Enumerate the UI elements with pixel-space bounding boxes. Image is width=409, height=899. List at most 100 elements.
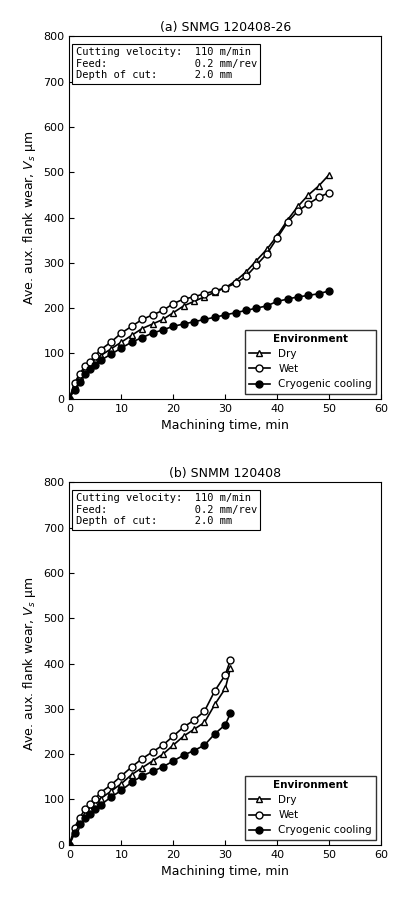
Wet (83, 804, 88, 814)
Cryogenic cooling (88, 364, 92, 375)
Dry (77, 815, 82, 826)
Cryogenic cooling (129, 777, 134, 788)
Wet (67, 840, 72, 850)
Dry (93, 797, 98, 808)
Legend: Dry, Wet, Cryogenic cooling: Dry, Wet, Cryogenic cooling (245, 330, 376, 394)
Cryogenic cooling (275, 296, 280, 307)
Dry (212, 699, 217, 709)
Dry (150, 755, 155, 766)
Dry (88, 360, 92, 370)
Dry (181, 731, 186, 742)
Wet (192, 291, 197, 302)
Wet (119, 327, 124, 338)
Cryogenic cooling (93, 360, 98, 370)
Dry (285, 215, 290, 226)
Wet (83, 360, 88, 371)
Dry (223, 683, 228, 694)
Dry (223, 282, 228, 293)
Cryogenic cooling (202, 740, 207, 751)
Cryogenic cooling (108, 349, 113, 360)
Wet (316, 191, 321, 202)
Cryogenic cooling (181, 318, 186, 329)
Wet (296, 205, 301, 216)
Dry (212, 287, 217, 298)
Wet (93, 351, 98, 361)
Cryogenic cooling (202, 314, 207, 325)
X-axis label: Machining time, min: Machining time, min (161, 419, 289, 432)
Line: Cryogenic cooling: Cryogenic cooling (66, 288, 333, 402)
Line: Dry: Dry (66, 664, 234, 849)
Wet (67, 394, 72, 405)
Dry (98, 351, 103, 361)
Cryogenic cooling (67, 394, 72, 405)
Wet (77, 369, 82, 379)
Cryogenic cooling (119, 343, 124, 353)
Cryogenic cooling (212, 728, 217, 739)
Cryogenic cooling (171, 321, 176, 332)
Wet (129, 761, 134, 772)
Cryogenic cooling (98, 355, 103, 366)
Dry (202, 717, 207, 728)
Cryogenic cooling (233, 307, 238, 318)
Wet (139, 753, 144, 764)
Dry (119, 337, 124, 348)
Cryogenic cooling (171, 755, 176, 766)
Wet (228, 654, 233, 665)
Cryogenic cooling (139, 333, 144, 343)
Wet (306, 199, 311, 209)
Y-axis label: Ave. aux. flank wear, $V_s$ μm: Ave. aux. flank wear, $V_s$ μm (21, 130, 38, 305)
Cryogenic cooling (139, 770, 144, 781)
Cryogenic cooling (67, 840, 72, 850)
Line: Wet: Wet (66, 189, 333, 402)
Cryogenic cooling (327, 286, 332, 297)
Dry (160, 314, 165, 325)
Legend: Dry, Wet, Cryogenic cooling: Dry, Wet, Cryogenic cooling (245, 776, 376, 840)
Cryogenic cooling (88, 808, 92, 819)
Dry (160, 749, 165, 760)
Dry (275, 230, 280, 241)
Title: (b) SNMM 120408: (b) SNMM 120408 (169, 467, 281, 480)
Cryogenic cooling (150, 766, 155, 777)
Cryogenic cooling (244, 305, 249, 316)
Wet (72, 823, 77, 833)
Dry (83, 364, 88, 375)
Wet (244, 271, 249, 281)
Dry (233, 276, 238, 287)
Wet (202, 706, 207, 717)
Wet (181, 294, 186, 305)
Wet (93, 793, 98, 804)
Wet (108, 779, 113, 790)
X-axis label: Machining time, min: Machining time, min (161, 865, 289, 878)
Cryogenic cooling (119, 785, 124, 796)
Text: Cutting velocity:  110 m/min
Feed:              0.2 mm/rev
Depth of cut:      2.: Cutting velocity: 110 m/min Feed: 0.2 mm… (76, 494, 257, 527)
Dry (129, 770, 134, 780)
Wet (119, 770, 124, 781)
Dry (67, 840, 72, 850)
Cryogenic cooling (72, 384, 77, 395)
Cryogenic cooling (192, 745, 197, 756)
Wet (275, 233, 280, 244)
Line: Dry: Dry (66, 171, 333, 402)
Wet (223, 670, 228, 681)
Wet (129, 321, 134, 332)
Cryogenic cooling (72, 828, 77, 839)
Cryogenic cooling (306, 290, 311, 301)
Dry (316, 181, 321, 191)
Dry (171, 740, 176, 751)
Cryogenic cooling (212, 312, 217, 323)
Wet (98, 788, 103, 798)
Cryogenic cooling (93, 804, 98, 814)
Wet (98, 344, 103, 355)
Cryogenic cooling (129, 337, 134, 348)
Wet (181, 722, 186, 733)
Wet (202, 289, 207, 299)
Dry (129, 330, 134, 341)
Cryogenic cooling (285, 294, 290, 305)
Wet (171, 731, 176, 742)
Wet (212, 685, 217, 696)
Wet (212, 286, 217, 297)
Dry (83, 808, 88, 819)
Wet (88, 798, 92, 809)
Dry (327, 169, 332, 180)
Wet (192, 715, 197, 725)
